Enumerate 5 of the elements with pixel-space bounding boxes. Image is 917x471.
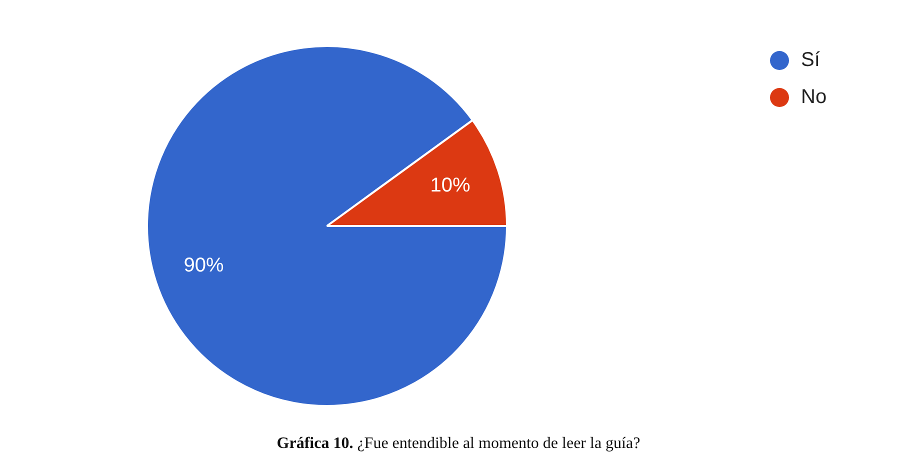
- legend-label: No: [801, 86, 827, 109]
- data-label: 90%: [184, 254, 224, 277]
- text: Gráfica 10. ¿Fue entendible al momento de leer la guía?: [276, 435, 642, 453]
- legend-label: Sí: [801, 49, 820, 72]
- data-label: 10%: [430, 174, 470, 196]
